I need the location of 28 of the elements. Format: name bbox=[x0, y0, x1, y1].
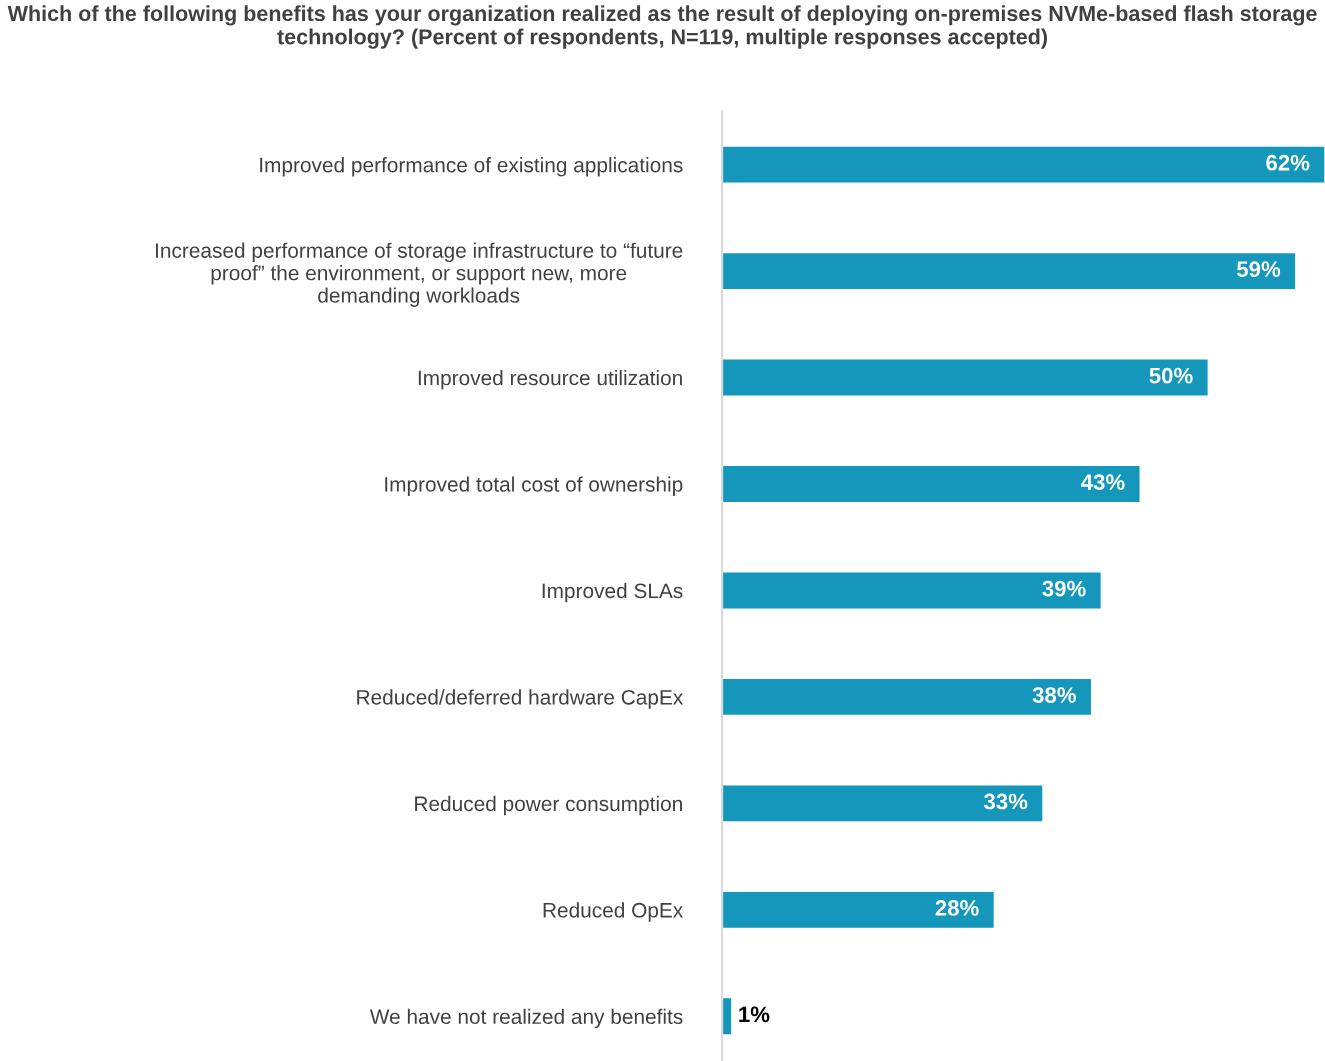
y-tick-label: Reduced power consumption bbox=[415, 795, 682, 816]
bar bbox=[722, 784, 1044, 823]
bar bbox=[722, 571, 1103, 610]
data-label: 50% bbox=[1149, 367, 1193, 384]
y-tick-label: Reduced OpEx bbox=[543, 902, 684, 922]
bar bbox=[722, 890, 996, 930]
y-tick-label: Improved SLAs bbox=[542, 582, 683, 603]
bar bbox=[722, 996, 733, 1036]
y-tick-label: Reduced/deferred hardware CapEx bbox=[357, 689, 684, 709]
bar bbox=[722, 358, 1210, 397]
bar bbox=[722, 464, 1141, 504]
data-label: 1% bbox=[739, 1006, 770, 1023]
data-label: 62% bbox=[1266, 154, 1310, 171]
bar bbox=[722, 145, 1325, 184]
y-tick-label: Increased performance of storage infrastructure to “future proof” the environment, or support new, more demanding workloads bbox=[156, 242, 683, 307]
y-tick-label: Improved resource utilization bbox=[418, 370, 682, 390]
y-tick-label: Improved total cost of ownership bbox=[385, 476, 683, 496]
data-label: 28% bbox=[935, 900, 979, 916]
data-label: 39% bbox=[1042, 580, 1086, 597]
data-label: 33% bbox=[983, 793, 1028, 810]
bar bbox=[722, 677, 1093, 717]
data-label: 43% bbox=[1081, 474, 1125, 490]
bar bbox=[722, 251, 1297, 291]
chart-title: Which of the following benefits has your organization realized as the result of deploying on-premises NVMe-based flash storage technology? (Percent of respondents, N=119, multiple responses accepted) bbox=[7, 5, 1317, 49]
data-label: 59% bbox=[1236, 261, 1281, 278]
y-tick-label: Improved performance of existing applications bbox=[260, 157, 683, 177]
data-label: 38% bbox=[1032, 687, 1076, 703]
y-tick-label: We have not realized any benefits bbox=[369, 1008, 683, 1029]
